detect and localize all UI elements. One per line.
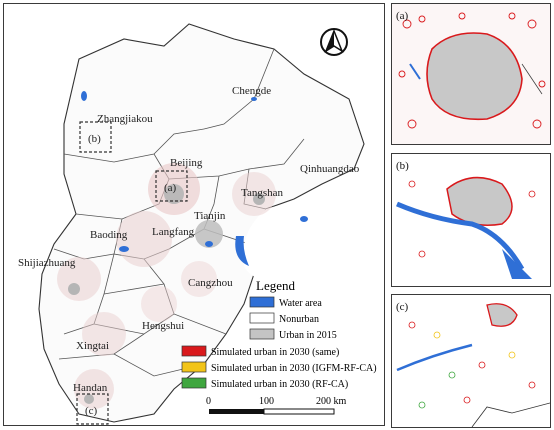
legend-label-sim-rfca: Simulated urban in 2030 (RF-CA) <box>211 379 348 390</box>
main-map: Zhangjiakou Chengde Beijing Qinhuangdao … <box>3 3 385 426</box>
label-cangzhou: Cangzhou <box>188 277 233 289</box>
label-shijiazhuang: Shijiazhuang <box>18 257 76 269</box>
inset-c-urban-core <box>486 303 518 327</box>
legend-swatch-sim-same <box>181 345 207 357</box>
inset-b-river <box>396 201 525 271</box>
label-xingtai: Xingtai <box>76 340 109 352</box>
inset-b: (b) <box>391 153 551 287</box>
legend-item-urban2015: Urban in 2015 <box>249 328 337 341</box>
inset-c: (c) <box>391 294 551 428</box>
inset-c-label: (c) <box>396 301 409 313</box>
legend-swatch-urban2015 <box>249 328 275 340</box>
legend-swatch-sim-rfca <box>181 377 207 389</box>
label-tangshan: Tangshan <box>241 187 283 199</box>
inset-c-urban-patches <box>408 321 536 409</box>
label-qinhuangdao: Qinhuangdao <box>300 163 360 175</box>
water-bodies <box>81 91 308 266</box>
label-langfang: Langfang <box>152 226 195 238</box>
inset-a-urban-patches <box>398 12 546 129</box>
legend-label-water: Water area <box>279 298 322 309</box>
scale-tick-100: 100 <box>259 396 274 407</box>
label-handan: Handan <box>73 382 108 394</box>
inset-c-canvas: (c) <box>392 295 550 427</box>
box-c <box>76 393 109 425</box>
box-c-label: (c) <box>85 405 98 417</box>
label-beijing: Beijing <box>170 157 203 169</box>
box-b <box>79 121 112 153</box>
inset-a-urban-core <box>426 32 523 121</box>
legend-label-sim-same: Simulated urban in 2030 (same) <box>211 347 339 358</box>
legend-label-sim-igfm: Simulated urban in 2030 (IGFM-RF-CA) <box>211 363 377 374</box>
legend-label-nonurban: Nonurban <box>279 314 319 325</box>
city-labels: Zhangjiakou Chengde Beijing Qinhuangdao … <box>18 85 360 394</box>
label-baoding: Baoding <box>90 229 128 241</box>
urban-texture <box>57 163 276 409</box>
legend-swatch-nonurban <box>249 312 275 324</box>
main-map-canvas: Zhangjiakou Chengde Beijing Qinhuangdao … <box>18 23 384 425</box>
inset-b-reservoir <box>502 249 532 279</box>
inset-b-urban-patches <box>408 180 536 258</box>
scale-tick-200: 200 km <box>316 396 347 407</box>
legend: Legend Water area Nonurban Urban in 2015… <box>181 278 377 390</box>
scale-tick-0: 0 <box>206 396 211 407</box>
inset-b-label: (b) <box>396 160 409 172</box>
legend-item-sim-igfm: Simulated urban in 2030 (IGFM-RF-CA) <box>181 361 377 374</box>
north-arrow-icon <box>320 28 348 56</box>
study-area-boxes: (b) (a) (c) <box>76 121 188 425</box>
box-a <box>155 170 188 202</box>
label-zhangjiakou: Zhangjiakou <box>97 113 153 125</box>
legend-item-nonurban: Nonurban <box>249 312 319 325</box>
inset-a: (a) <box>391 3 551 145</box>
label-tianjin: Tianjin <box>194 210 226 222</box>
legend-item-sim-rfca: Simulated urban in 2030 (RF-CA) <box>181 377 348 390</box>
legend-swatch-sim-igfm <box>181 361 207 373</box>
legend-title: Legend <box>256 278 295 293</box>
legend-item-water: Water area <box>249 296 322 309</box>
inset-c-river <box>396 343 473 372</box>
legend-item-sim-same: Simulated urban in 2030 (same) <box>181 345 339 358</box>
inset-b-canvas: (b) <box>392 154 550 286</box>
bohai-sea <box>243 179 384 296</box>
legend-label-urban2015: Urban in 2015 <box>279 330 337 341</box>
legend-swatch-water <box>249 296 275 308</box>
scale-segment-dark <box>209 409 264 414</box>
box-b-label: (b) <box>88 133 101 145</box>
scale-segment-light <box>263 408 335 415</box>
box-a-label: (a) <box>164 182 177 194</box>
inset-a-label: (a) <box>396 10 409 22</box>
inset-a-canvas: (a) <box>392 4 550 144</box>
label-hengshui: Hengshui <box>142 320 184 332</box>
label-chengde: Chengde <box>232 85 271 97</box>
scale-bar: 0 100 200 km <box>206 396 347 415</box>
